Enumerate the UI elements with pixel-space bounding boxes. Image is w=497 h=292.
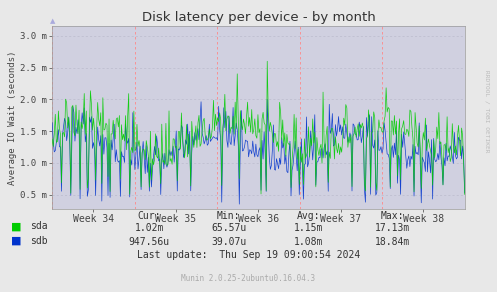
Text: Last update:  Thu Sep 19 09:00:54 2024: Last update: Thu Sep 19 09:00:54 2024 — [137, 250, 360, 260]
Text: sdb: sdb — [30, 236, 47, 246]
Text: Max:: Max: — [381, 211, 405, 221]
Text: RRDTOOL / TOBI OETIKER: RRDTOOL / TOBI OETIKER — [485, 70, 490, 152]
Text: ▲: ▲ — [50, 18, 55, 25]
Text: Min:: Min: — [217, 211, 241, 221]
Text: 65.57u: 65.57u — [211, 223, 246, 233]
Text: Cur:: Cur: — [137, 211, 161, 221]
Text: 1.08m: 1.08m — [293, 237, 323, 247]
Text: Munin 2.0.25-2ubuntu0.16.04.3: Munin 2.0.25-2ubuntu0.16.04.3 — [181, 274, 316, 283]
Text: 39.07u: 39.07u — [211, 237, 246, 247]
Text: 947.56u: 947.56u — [129, 237, 169, 247]
Text: 18.84m: 18.84m — [375, 237, 410, 247]
Title: Disk latency per device - by month: Disk latency per device - by month — [142, 11, 375, 24]
Text: 1.02m: 1.02m — [134, 223, 164, 233]
Text: ■: ■ — [11, 236, 21, 246]
Y-axis label: Average IO Wait (seconds): Average IO Wait (seconds) — [8, 50, 17, 185]
Text: ■: ■ — [11, 221, 21, 231]
Text: Avg:: Avg: — [296, 211, 320, 221]
Text: 1.15m: 1.15m — [293, 223, 323, 233]
Text: sda: sda — [30, 221, 47, 231]
Text: 17.13m: 17.13m — [375, 223, 410, 233]
